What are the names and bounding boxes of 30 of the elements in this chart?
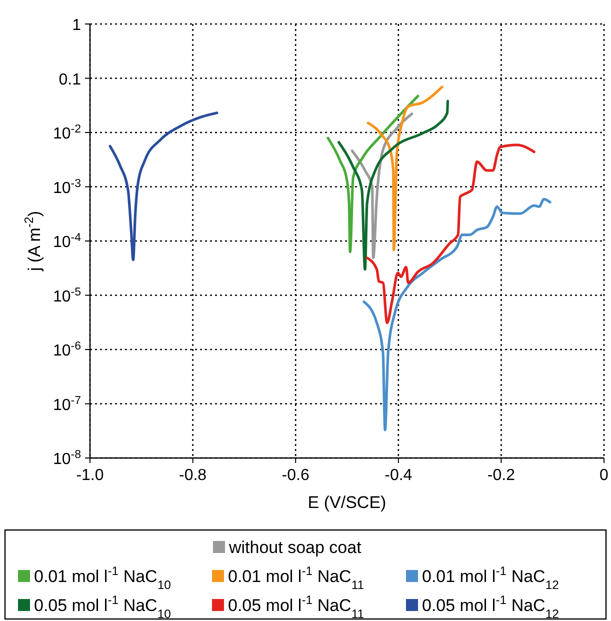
legend-label: 0.05 mol l$^{-1}$ NaC$_{12}$ xyxy=(422,593,560,621)
x-tick-label: -1.0 xyxy=(76,467,104,484)
legend-label: 0.01 mol l$^{-1}$ NaC$_{10}$ xyxy=(34,564,172,592)
line-series xyxy=(366,144,536,324)
x-axis-title: E (V/SCE) xyxy=(308,493,386,512)
y-tick-label: 0.1 xyxy=(58,71,82,88)
legend-label: 0.01 mol l$^{-1}$ NaC$_{11}$ xyxy=(228,564,364,592)
y-tick-label: 10$^{-6}$ xyxy=(52,340,81,360)
legend-label: 0.05 mol l$^{-1}$ NaC$_{10}$ xyxy=(34,593,172,621)
x-tick-label: -0.4 xyxy=(384,467,412,484)
y-tick-label: 10$^{-5}$ xyxy=(52,286,81,306)
line-series xyxy=(366,86,444,252)
y-tick-label: 10$^{-3}$ xyxy=(52,178,81,197)
y-tick-label: 10$^{-7}$ xyxy=(52,394,81,414)
legend-label: 0.01 mol l$^{-1}$ NaC$_{12}$ xyxy=(422,564,560,592)
x-tick-label: -0.6 xyxy=(282,467,310,484)
line-series xyxy=(350,112,414,260)
line-series xyxy=(108,112,218,262)
line-series xyxy=(326,94,420,254)
y-tick-label: 1 xyxy=(72,17,82,34)
line-series xyxy=(337,100,450,271)
x-tick-label: 0 xyxy=(600,467,609,484)
legend-label: 0.05 mol l$^{-1}$ NaC$_{11}$ xyxy=(228,593,364,621)
x-tick-label: -0.8 xyxy=(179,467,207,484)
y-tick-label: 10$^{-2}$ xyxy=(52,124,81,142)
legend-label: without soap coat xyxy=(228,538,362,557)
y-tick-label: 10$^{-4}$ xyxy=(52,232,82,251)
x-tick-label: -0.2 xyxy=(487,467,516,484)
line-series xyxy=(362,198,552,432)
y-tick-label: 10$^{-8}$ xyxy=(52,449,81,468)
